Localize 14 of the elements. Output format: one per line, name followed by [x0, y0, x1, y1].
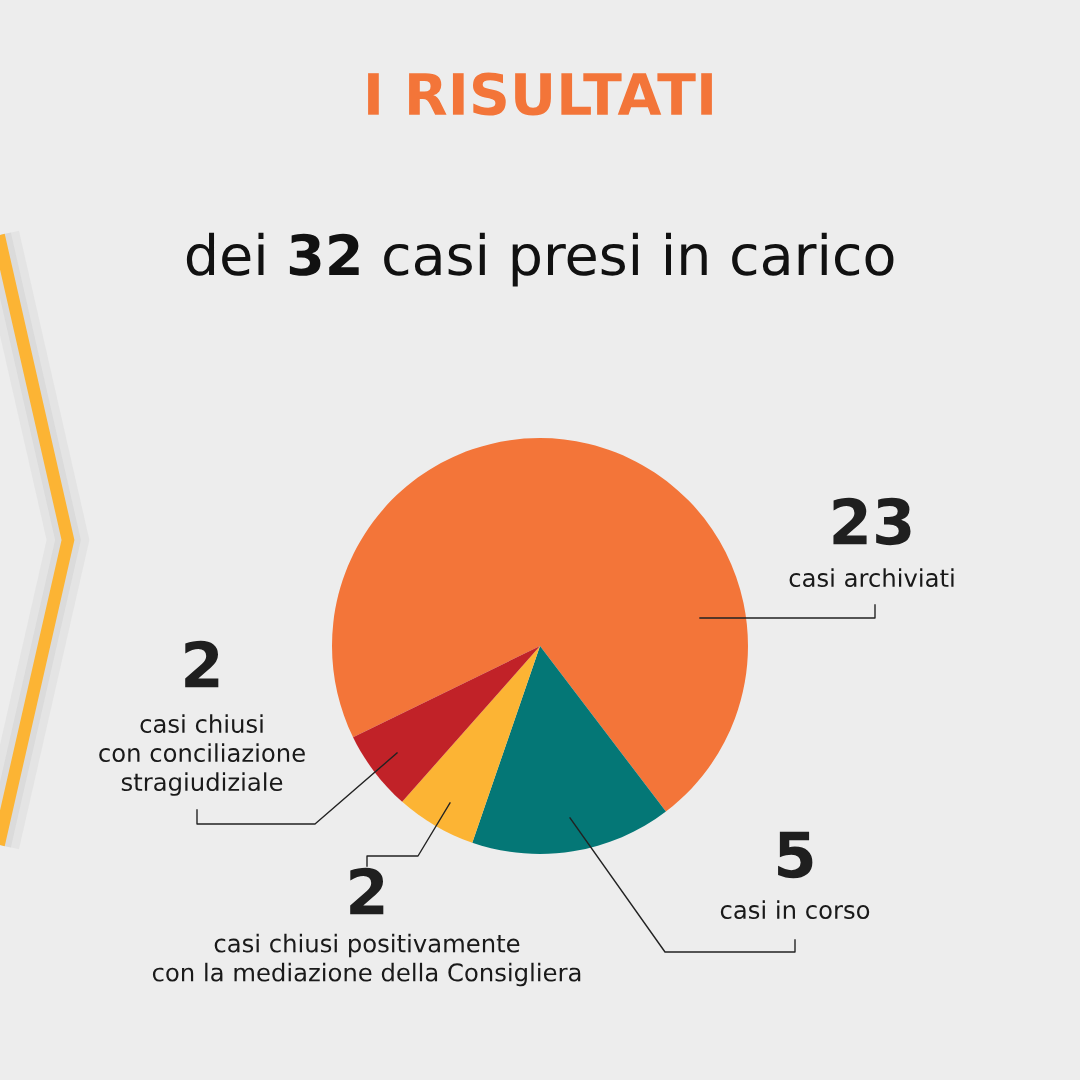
data-label: 23: [833, 497, 911, 546]
slice-label: casi chiusi con conciliazione stragiudiziale: [99, 714, 305, 796]
slice-label: casi in corso: [720, 900, 870, 920]
chart-subtitle: dei 32 casi presi in carico: [186, 232, 894, 287]
data-label: 5: [778, 831, 813, 879]
pie-slice: [332, 438, 748, 812]
data-label: 2: [350, 867, 384, 915]
data-label: 2: [185, 640, 219, 688]
pie-slice: [353, 646, 540, 802]
slice-label: casi chiusi positivamente con la mediazione della Consigliera: [152, 933, 581, 987]
slice-label: casi archiviati: [789, 568, 954, 588]
chart-title: I RISULTATI: [368, 72, 712, 116]
pie-slice: [402, 646, 540, 843]
pie-slice: [472, 646, 666, 854]
